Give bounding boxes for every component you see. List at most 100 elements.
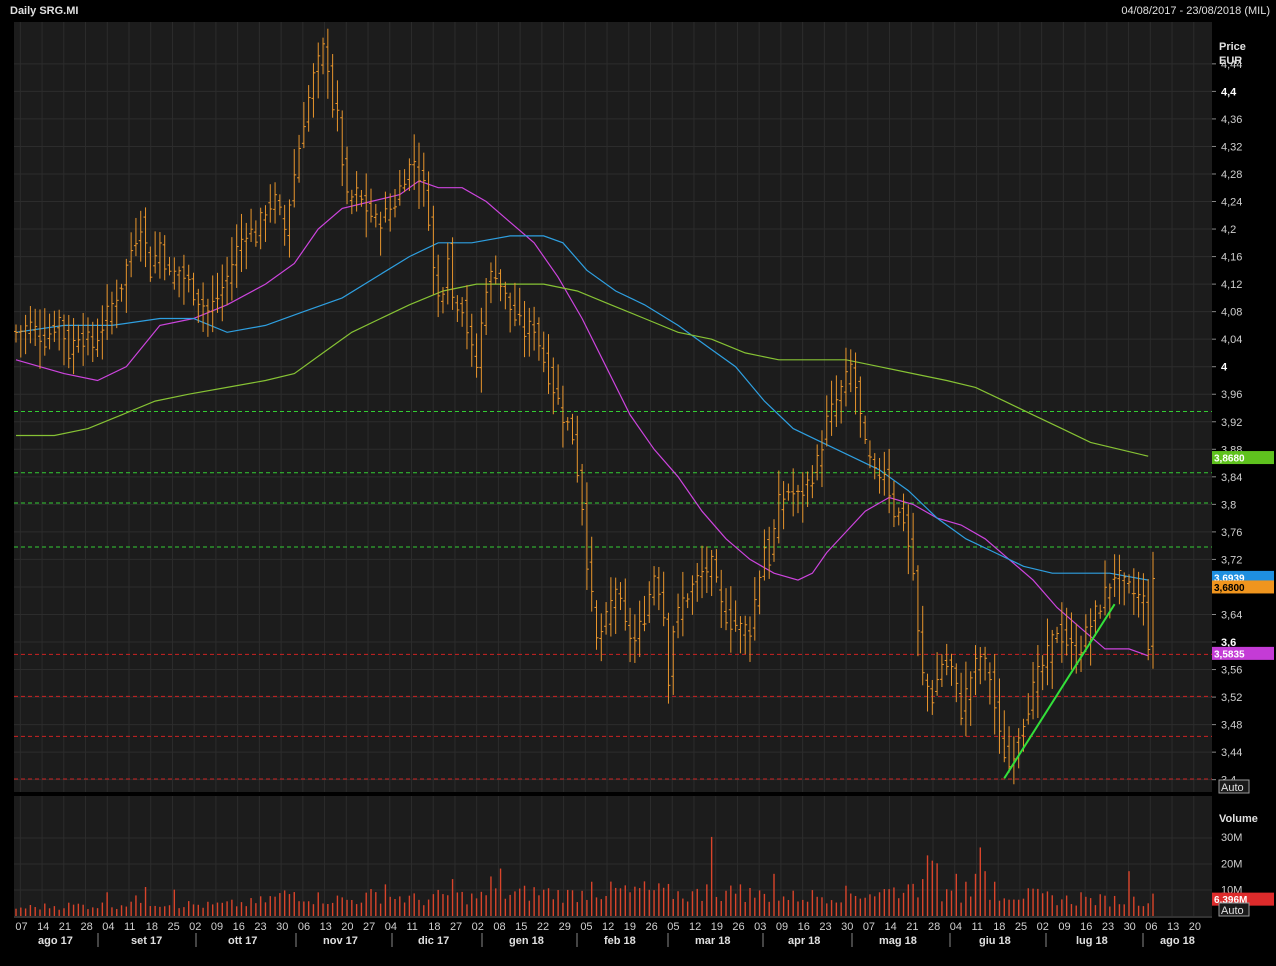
price-bar: [1035, 645, 1040, 719]
month-label: lug 18: [1076, 935, 1108, 947]
svg-text:3,6800: 3,6800: [1214, 583, 1245, 594]
day-label: 23: [819, 921, 831, 933]
price-tick-label: 3,48: [1221, 720, 1242, 732]
price-tick-label: 4: [1221, 362, 1228, 374]
month-label: dic 17: [418, 935, 449, 947]
price-bar: [527, 307, 532, 357]
price-bar: [205, 298, 210, 337]
price-bar: [234, 224, 239, 288]
time-axis: 07 14 21 28 04 11 18 25 02 09 16 23 30 06 13 20 27 04 11 18…: [14, 916, 1212, 947]
price-bar: [129, 232, 134, 278]
price-bar: [925, 673, 930, 712]
price-bar: [565, 417, 570, 431]
price-bar: [685, 593, 690, 609]
volume-auto-button[interactable]: [1218, 902, 1250, 917]
price-bar: [464, 285, 469, 350]
price-tick-label: 4,32: [1221, 141, 1242, 153]
price-bar: [109, 291, 114, 335]
volume-plot-area[interactable]: [14, 796, 1212, 916]
price-bar: [1122, 572, 1127, 606]
price-bar: [584, 482, 589, 590]
day-label: 02: [472, 921, 484, 933]
day-label: 23: [254, 921, 266, 933]
price-bar: [843, 347, 848, 407]
price-bar: [42, 308, 47, 356]
day-label: 04: [950, 921, 962, 933]
price-axis-title: Price: [1219, 41, 1246, 53]
volume-tick-label: 30M: [1221, 832, 1242, 844]
price-bar: [968, 671, 973, 726]
price-tick-label: 3,6: [1221, 637, 1236, 649]
month-label: ott 17: [228, 935, 257, 947]
day-label: 06: [298, 921, 310, 933]
svg-text:3,5835: 3,5835: [1214, 649, 1245, 660]
price-tick-label: 4,24: [1221, 197, 1242, 209]
price-bar: [580, 463, 585, 526]
price-bar: [695, 562, 700, 602]
day-label: 07: [863, 921, 875, 933]
price-bar: [162, 235, 167, 281]
price-bar: [229, 237, 234, 301]
price-bar: [963, 661, 968, 737]
volume-bars: [15, 836, 1154, 916]
price-bar: [551, 357, 556, 415]
price-bar: [402, 169, 407, 193]
volume-tick-label: 20M: [1221, 858, 1242, 870]
volume-tag-box: [1212, 892, 1274, 906]
price-bar: [488, 262, 493, 304]
price-bar: [33, 308, 38, 346]
price-bar: [249, 208, 254, 242]
day-label: 19: [711, 921, 723, 933]
price-bar: [983, 646, 988, 681]
day-label: 23: [1102, 921, 1114, 933]
price-bar: [244, 222, 249, 270]
day-label: 11: [971, 921, 982, 933]
price-bar: [287, 199, 292, 258]
day-label: 26: [732, 921, 744, 933]
price-bar: [700, 545, 705, 599]
price-bar: [920, 605, 925, 686]
price-bar: [37, 309, 42, 369]
price-tick-label: 3,52: [1221, 692, 1242, 704]
day-label: 20: [341, 921, 353, 933]
price-bar: [867, 440, 872, 469]
moving-averages: [15, 180, 1149, 657]
price-bar: [1026, 693, 1031, 725]
price-bar: [887, 448, 892, 514]
price-bar: [498, 269, 503, 302]
grid: [14, 22, 1212, 916]
price-bar: [973, 645, 978, 696]
day-label: 18: [146, 921, 158, 933]
price-bar: [762, 529, 767, 581]
day-label: 28: [81, 921, 93, 933]
day-label: 30: [276, 921, 288, 933]
price-tag: 3,5835: [1212, 646, 1274, 660]
day-label: 29: [559, 921, 571, 933]
day-label: 22: [537, 921, 549, 933]
price-bar: [369, 188, 374, 223]
price-bar: [589, 536, 594, 612]
price-bar: [594, 600, 599, 650]
day-label: 25: [1015, 921, 1027, 933]
trendline[interactable]: [1003, 603, 1116, 779]
price-tick-label: 3,64: [1221, 609, 1242, 621]
price-auto-button[interactable]: [1218, 779, 1250, 794]
price-tick-label: 3,44: [1221, 747, 1242, 759]
day-label: 30: [841, 921, 853, 933]
price-bar: [273, 182, 278, 224]
price-bar: [1069, 612, 1074, 670]
price-bar: [599, 613, 604, 662]
price-tick-label: 3,84: [1221, 472, 1242, 484]
price-plot-area[interactable]: [14, 22, 1212, 792]
price-bar: [210, 275, 215, 333]
price-bar: [656, 566, 661, 611]
price-tick-label: 4,44: [1221, 59, 1242, 71]
day-label: 05: [580, 921, 592, 933]
price-bar: [541, 331, 546, 373]
price-bar: [268, 184, 273, 223]
price-bar: [997, 678, 1002, 754]
month-label: nov 17: [323, 935, 358, 947]
